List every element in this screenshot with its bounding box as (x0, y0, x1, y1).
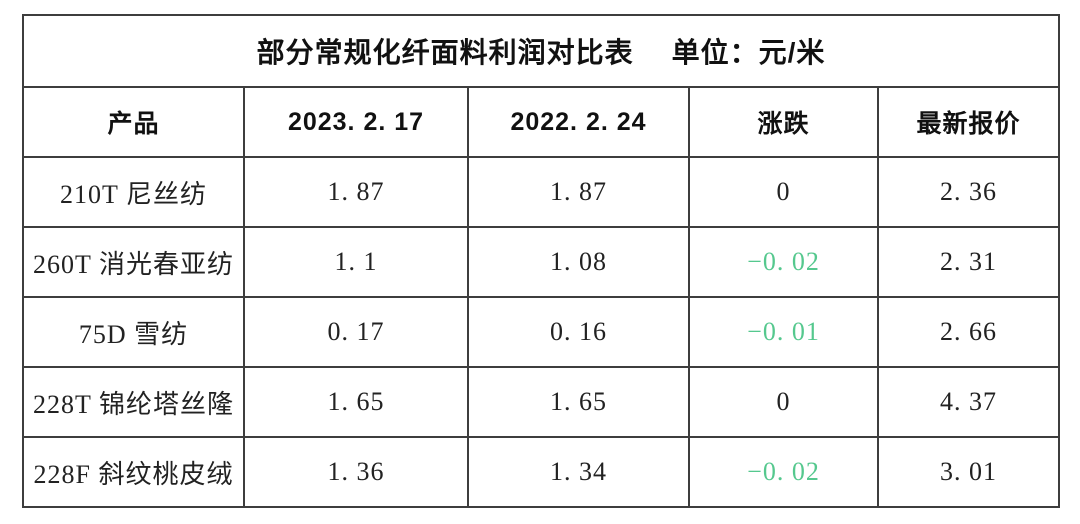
cell-profit-2022: 1. 65 (467, 366, 690, 438)
table-row: 228F 斜纹桃皮绒 1. 36 1. 34 −0. 02 3. 01 (22, 436, 1061, 508)
table-header-row: 产品 2023. 2. 17 2022. 2. 24 涨跌 最新报价 (22, 86, 1061, 158)
cell-latest-quote: 2. 31 (876, 226, 1061, 298)
table-unit-label: 单位：元/米 (671, 37, 826, 68)
cell-product: 228T 锦纶塔丝隆 (22, 366, 245, 438)
table-row: 228T 锦纶塔丝隆 1. 65 1. 65 0 4. 37 (22, 366, 1061, 438)
cell-product: 210T 尼丝纺 (22, 156, 245, 228)
column-header-date-2023: 2023. 2. 17 (243, 86, 469, 158)
column-header-product: 产品 (22, 86, 245, 158)
column-header-change: 涨跌 (688, 86, 879, 158)
cell-latest-quote: 3. 01 (876, 436, 1061, 508)
cell-change: 0 (688, 366, 879, 438)
cell-profit-2022: 1. 08 (467, 226, 690, 298)
table-row: 260T 消光春亚纺 1. 1 1. 08 −0. 02 2. 31 (22, 226, 1061, 298)
cell-change: −0. 01 (688, 296, 879, 368)
cell-profit-2023: 0. 17 (243, 296, 469, 368)
cell-change: 0 (688, 156, 879, 228)
cell-change: −0. 02 (688, 226, 879, 298)
cell-profit-2022: 1. 34 (467, 436, 690, 508)
cell-profit-2023: 1. 1 (243, 226, 469, 298)
cell-product: 228F 斜纹桃皮绒 (22, 436, 245, 508)
table-container: 部分常规化纤面料利润对比表 单位：元/米 产品 2023. 2. 17 2022.… (21, 14, 1061, 508)
cell-profit-2022: 1. 87 (467, 156, 690, 228)
cell-profit-2022: 0. 16 (467, 296, 690, 368)
cell-latest-quote: 2. 66 (876, 296, 1061, 368)
table-row: 210T 尼丝纺 1. 87 1. 87 0 2. 36 (22, 156, 1061, 228)
cell-profit-2023: 1. 36 (243, 436, 469, 508)
cell-profit-2023: 1. 65 (243, 366, 469, 438)
cell-latest-quote: 2. 36 (876, 156, 1061, 228)
cell-change: −0. 02 (688, 436, 879, 508)
table-row: 75D 雪纺 0. 17 0. 16 −0. 01 2. 66 (22, 296, 1061, 368)
column-header-date-2022: 2022. 2. 24 (467, 86, 690, 158)
table-title: 部分常规化纤面料利润对比表 (256, 37, 634, 68)
table-title-row: 部分常规化纤面料利润对比表 单位：元/米 (21, 14, 1061, 88)
table-title-cell: 部分常规化纤面料利润对比表 单位：元/米 (21, 14, 1061, 88)
cell-profit-2023: 1. 87 (243, 156, 469, 228)
cell-product: 75D 雪纺 (22, 296, 245, 368)
fabric-profit-table: 部分常规化纤面料利润对比表 单位：元/米 产品 2023. 2. 17 2022.… (21, 14, 1061, 508)
cell-product: 260T 消光春亚纺 (22, 226, 245, 298)
cell-latest-quote: 4. 37 (876, 366, 1061, 438)
column-header-latest-quote: 最新报价 (876, 86, 1061, 158)
